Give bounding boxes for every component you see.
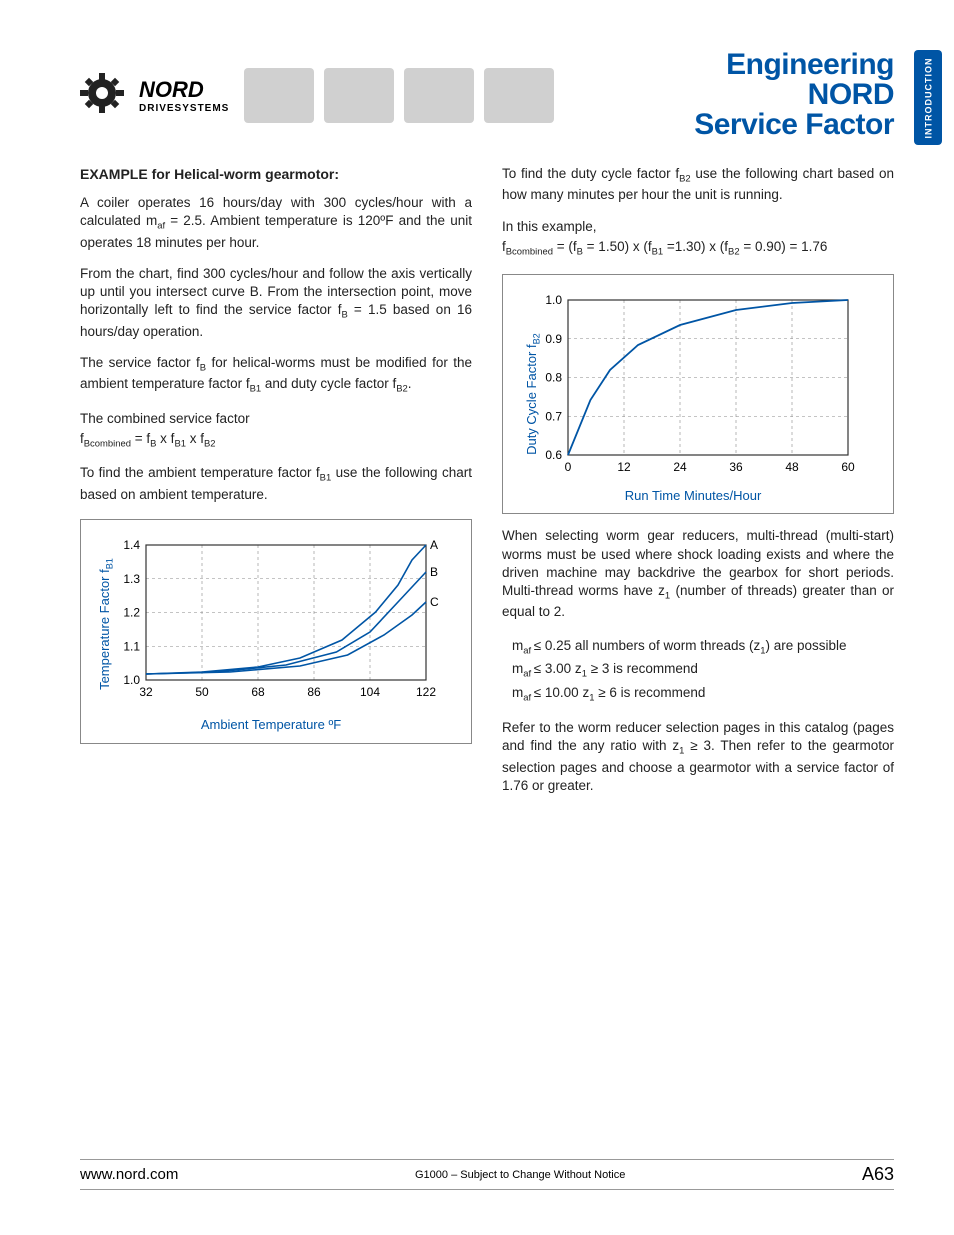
svg-text:0: 0 bbox=[565, 460, 572, 474]
right-p1: To find the duty cycle factor fB2 use th… bbox=[502, 165, 894, 205]
svg-text:36: 36 bbox=[729, 460, 743, 474]
svg-text:C: C bbox=[430, 595, 439, 609]
svg-text:1.4: 1.4 bbox=[123, 538, 140, 552]
rule-3: maf ≤ 10.00 z1 ≥ 6 is recommend bbox=[512, 682, 894, 706]
footer-center: G1000 – Subject to Change Without Notice bbox=[415, 1169, 625, 1181]
left-p1: A coiler operates 16 hours/day with 300 … bbox=[80, 194, 472, 252]
left-p4a: The combined service factor bbox=[80, 410, 472, 428]
thread-rules: maf ≤ 0.25 all numbers of worm threads (… bbox=[502, 635, 894, 706]
svg-text:1.1: 1.1 bbox=[123, 639, 140, 653]
left-column: EXAMPLE for Helical-worm gearmotor: A co… bbox=[80, 165, 472, 808]
page-title: Engineering NORD Service Factor bbox=[694, 50, 894, 140]
right-p2b: fBcombined = (fB = 1.50) x (fB1 =1.30) x… bbox=[502, 238, 894, 259]
svg-text:122: 122 bbox=[416, 685, 436, 699]
chart2-xlabel: Run Time Minutes/Hour bbox=[513, 487, 873, 505]
svg-text:0.6: 0.6 bbox=[545, 448, 562, 462]
svg-text:0.9: 0.9 bbox=[545, 332, 562, 346]
logo-text-bottom: DRIVESYSTEMS bbox=[139, 103, 229, 114]
svg-text:1.0: 1.0 bbox=[123, 673, 140, 687]
duty-cycle-chart: Duty Cycle Factor fB2 0.6 0.7 0.8 0.9 1.0 0 12… bbox=[502, 274, 894, 514]
svg-text:24: 24 bbox=[673, 460, 687, 474]
svg-text:68: 68 bbox=[251, 685, 265, 699]
product-image-4 bbox=[484, 68, 554, 123]
left-p5: To find the ambient temperature factor f… bbox=[80, 464, 472, 504]
left-p4b: fBcombined = fB x fB1 x fB2 bbox=[80, 430, 472, 451]
logo-text-top: NORD bbox=[139, 77, 229, 103]
rule-2: maf ≤ 3.00 z1 ≥ 3 is recommend bbox=[512, 658, 894, 682]
title-line-2: NORD bbox=[694, 80, 894, 110]
logo-block: NORD DRIVESYSTEMS bbox=[80, 68, 554, 123]
chart1-xlabel: Ambient Temperature ºF bbox=[91, 716, 451, 734]
footer-url: www.nord.com bbox=[80, 1166, 178, 1183]
right-p4: Refer to the worm reducer selection page… bbox=[502, 719, 894, 795]
right-p2a: In this example, bbox=[502, 218, 894, 236]
svg-text:32: 32 bbox=[139, 685, 153, 699]
product-image-2 bbox=[324, 68, 394, 123]
page-header: NORD DRIVESYSTEMS Engineering NORD Servi… bbox=[80, 50, 894, 140]
nord-logo bbox=[80, 73, 124, 118]
svg-text:1.2: 1.2 bbox=[123, 606, 140, 620]
product-image-1 bbox=[244, 68, 314, 123]
page-footer: www.nord.com G1000 – Subject to Change W… bbox=[80, 1159, 894, 1190]
right-p3: When selecting worm gear reducers, multi… bbox=[502, 527, 894, 621]
svg-text:50: 50 bbox=[195, 685, 209, 699]
svg-text:60: 60 bbox=[841, 460, 855, 474]
side-tab-label: INTRODUCTION bbox=[923, 57, 933, 138]
svg-text:A: A bbox=[430, 538, 438, 552]
product-image-3 bbox=[404, 68, 474, 123]
title-line-1: Engineering bbox=[694, 50, 894, 80]
rule-1: maf ≤ 0.25 all numbers of worm threads (… bbox=[512, 635, 894, 659]
svg-text:B: B bbox=[430, 565, 438, 579]
side-tab-introduction: INTRODUCTION bbox=[914, 50, 942, 145]
title-line-3: Service Factor bbox=[694, 110, 894, 140]
example-heading: EXAMPLE for Helical-worm gearmotor: bbox=[80, 165, 472, 184]
svg-text:48: 48 bbox=[785, 460, 799, 474]
content-columns: EXAMPLE for Helical-worm gearmotor: A co… bbox=[80, 165, 894, 808]
svg-text:1.0: 1.0 bbox=[545, 293, 562, 307]
svg-text:104: 104 bbox=[360, 685, 380, 699]
left-p2: From the chart, find 300 cycles/hour and… bbox=[80, 265, 472, 341]
product-images bbox=[244, 68, 554, 123]
svg-text:86: 86 bbox=[307, 685, 321, 699]
right-column: To find the duty cycle factor fB2 use th… bbox=[502, 165, 894, 808]
chart2-ylabel: Duty Cycle Factor fB2 bbox=[523, 295, 543, 455]
svg-text:0.8: 0.8 bbox=[545, 371, 562, 385]
temperature-factor-chart: Temperature Factor fB1 1.0 1.1 1.2 1.3 1.4 32… bbox=[80, 519, 472, 744]
svg-text:12: 12 bbox=[617, 460, 631, 474]
svg-text:0.7: 0.7 bbox=[545, 410, 562, 424]
chart1-ylabel: Temperature Factor fB1 bbox=[96, 530, 116, 690]
svg-text:1.3: 1.3 bbox=[123, 572, 140, 586]
footer-page: A63 bbox=[862, 1164, 894, 1185]
left-p3: The service factor fB for helical-worms … bbox=[80, 354, 472, 397]
